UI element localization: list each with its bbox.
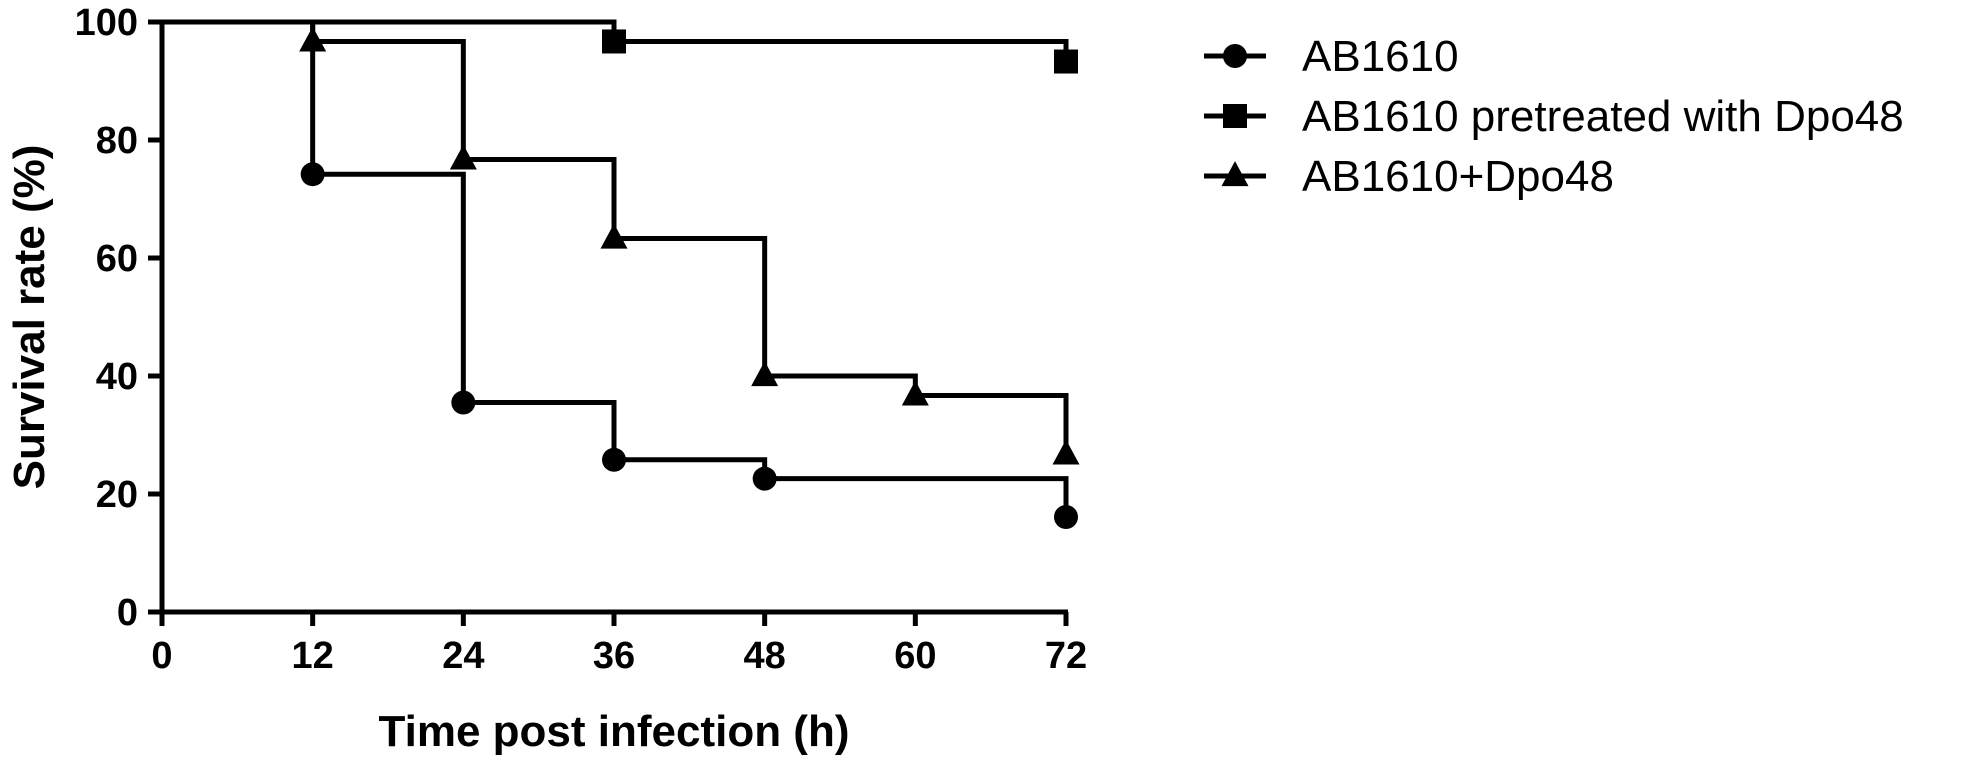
data-point-circle — [300, 162, 325, 187]
series-circle — [162, 19, 1078, 530]
axes: 0 12 24 36 48 60 72 0 20 40 60 80 100 — [75, 2, 1088, 677]
legend-label: AB1610+Dpo48 — [1302, 152, 1614, 201]
data-point-triangle — [299, 26, 327, 52]
y-tick-label: 0 — [117, 592, 138, 634]
data-point-triangle — [600, 223, 628, 249]
y-axis-title: Survival rate (%) — [5, 145, 54, 490]
x-tick-label: 24 — [442, 635, 484, 677]
x-tick-label: 36 — [593, 635, 635, 677]
x-tick-label: 60 — [894, 635, 936, 677]
series-triangle — [162, 19, 1080, 465]
y-tick-label: 60 — [96, 238, 138, 280]
data-point-triangle — [901, 380, 929, 406]
data-point-triangle — [1052, 439, 1080, 465]
data-point-circle — [752, 466, 777, 491]
plot-area — [162, 19, 1080, 530]
data-point-circle — [1054, 505, 1078, 530]
legend-marker-circle — [1223, 44, 1247, 68]
data-point-circle — [602, 447, 626, 472]
x-tick-label: 0 — [151, 635, 172, 677]
x-tick-label: 12 — [292, 635, 334, 677]
data-point-triangle — [751, 361, 779, 387]
legend-label: AB1610 — [1302, 32, 1459, 81]
legend-entry: AB1610+Dpo48 — [1204, 152, 1614, 201]
x-tick-label: 48 — [744, 635, 786, 677]
data-point-square — [1054, 49, 1078, 74]
y-tick-label: 80 — [96, 120, 138, 162]
y-tick-label: 20 — [96, 474, 138, 516]
legend: AB1610 AB1610 pretreated with Dpo48 AB1610… — [1204, 32, 1904, 201]
legend-label: AB1610 pretreated with Dpo48 — [1302, 92, 1904, 141]
data-point-square — [602, 29, 626, 54]
y-tick-label: 40 — [96, 356, 138, 398]
legend-marker-triangle — [1221, 161, 1249, 187]
survival-step-line — [162, 19, 1069, 518]
legend-entry: AB1610 — [1204, 32, 1459, 81]
legend-marker-square — [1223, 104, 1247, 128]
y-tick-label: 100 — [75, 2, 138, 44]
x-axis-title: Time post infection (h) — [379, 707, 850, 756]
data-point-triangle — [449, 144, 477, 170]
legend-entry: AB1610 pretreated with Dpo48 — [1204, 92, 1904, 141]
data-point-circle — [451, 390, 476, 415]
x-tick-label: 72 — [1045, 635, 1087, 677]
series-square — [162, 19, 1078, 74]
